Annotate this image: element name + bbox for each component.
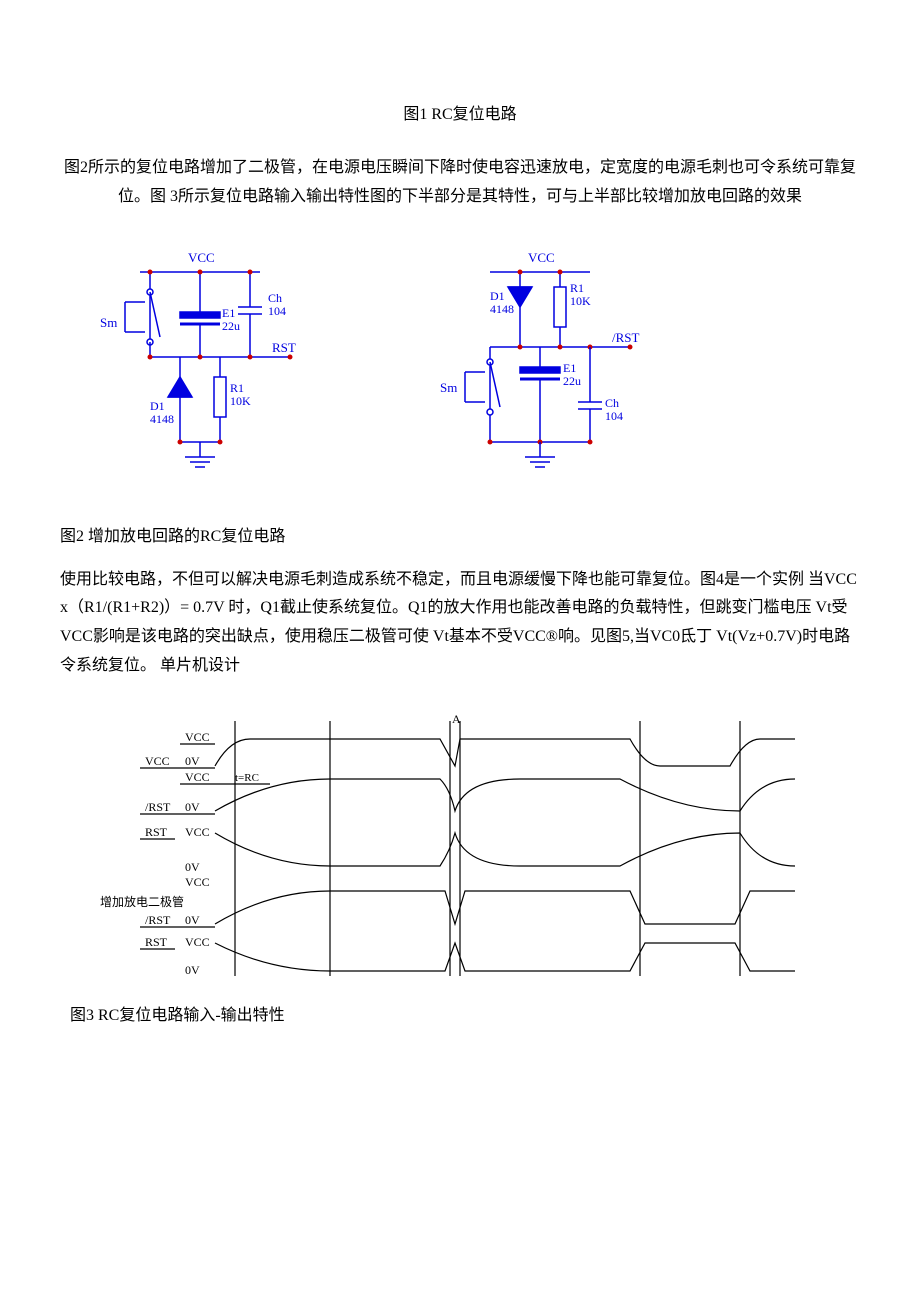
w-trc: t=RC: [235, 772, 259, 784]
paragraph-1: 图2所示的复位电路增加了二极管，在电源电压瞬间下降时使电容迅速放电，定宽度的电源…: [60, 154, 860, 212]
vcc-label: VCC: [188, 250, 215, 265]
ch-val-r: 104: [605, 409, 623, 423]
circuit-left: VCC Sm E1 22u Ch 104: [80, 242, 310, 502]
ch-label-r: Ch: [605, 396, 619, 410]
e1-label-r: E1: [563, 361, 576, 375]
w-ov-4: 0V: [185, 913, 200, 927]
w-rst-2: RST: [145, 935, 168, 949]
ch-label: Ch: [268, 291, 282, 305]
e1-val-r: 22u: [563, 374, 581, 388]
d1-val-r: 4148: [490, 302, 514, 316]
d1-val: 4148: [150, 412, 174, 426]
vcc-label-r: VCC: [528, 250, 555, 265]
figure-2-caption: 图2 增加放电回路的RC复位电路: [60, 522, 860, 546]
e1-label: E1: [222, 306, 235, 320]
w-rst-1: RST: [145, 825, 168, 839]
w-nrst-1: /RST: [145, 800, 171, 814]
circuit-right: VCC D1 4148 R1 10K /RST: [430, 242, 660, 502]
w-vcc-2: VCC: [145, 754, 170, 768]
figure-1-title: 图1 RC复位电路: [60, 100, 860, 124]
d1-label: D1: [150, 399, 165, 413]
waveform-diagram: VCC VCC 0V VCC t=RC /RST 0V RST VCC 0V V…: [100, 711, 800, 991]
sm-label: Sm: [100, 315, 117, 330]
w-vcc-4: VCC: [185, 825, 210, 839]
sm-label-r: Sm: [440, 380, 457, 395]
w-diode-label: 增加放电二极管: [100, 894, 184, 909]
w-ov-1: 0V: [185, 754, 200, 768]
w-nrst-2: /RST: [145, 913, 171, 927]
w-vcc-3: VCC: [185, 770, 210, 784]
d1-label-r: D1: [490, 289, 505, 303]
r1-val-r: 10K: [570, 294, 591, 308]
r1-label: R1: [230, 381, 244, 395]
w-ov-2: 0V: [185, 800, 200, 814]
ch-val: 104: [268, 304, 286, 318]
w-ov-3: 0V: [185, 860, 200, 874]
w-vcc-6: VCC: [185, 935, 210, 949]
r1-label-r: R1: [570, 281, 584, 295]
figure-3-caption: 图3 RC复位电路输入-输出特性: [70, 1001, 860, 1025]
nrst-label: /RST: [612, 330, 640, 345]
w-a: A: [452, 712, 461, 726]
w-vcc-1: VCC: [185, 730, 210, 744]
paragraph-2: 使用比较电路，不但可以解决电源毛刺造成系统不稳定，而且电源缓慢下降也能可靠复位。…: [60, 566, 860, 681]
e1-val: 22u: [222, 319, 240, 333]
circuit-diagrams-row: VCC Sm E1 22u Ch 104: [80, 242, 860, 502]
w-vcc-5: VCC: [185, 875, 210, 889]
r1-val: 10K: [230, 394, 251, 408]
w-ov-5: 0V: [185, 963, 200, 977]
rst-label: RST: [272, 340, 296, 355]
